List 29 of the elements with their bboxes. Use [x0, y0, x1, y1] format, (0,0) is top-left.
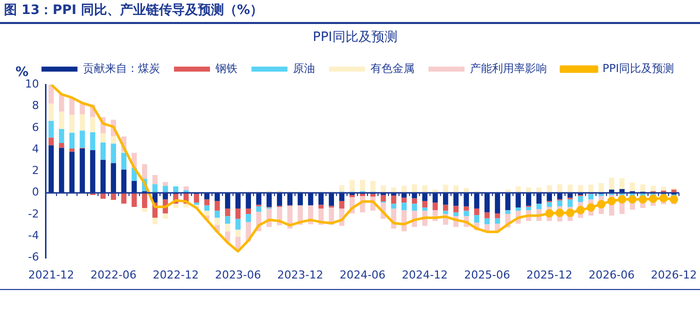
y-tick-label: 10	[24, 77, 39, 90]
x-tick-label: 2022-12	[152, 268, 199, 282]
chart-title: 图 13：PPI 同比、产业链传导及预测（%）	[0, 0, 700, 24]
y-axis-title: %	[15, 64, 29, 80]
x-tick-label: 2025-06	[464, 268, 510, 282]
x-tick-label: 2024-06	[340, 268, 386, 282]
x-tick-label: 2024-12	[402, 268, 448, 282]
x-tick-label: 2023-12	[277, 268, 324, 282]
legend-label: 原油	[292, 62, 315, 75]
legend-label: 有色金属	[370, 62, 414, 75]
legend-label: PPI同比及预测	[602, 62, 674, 75]
y-tick-label: -6	[28, 250, 39, 264]
x-tick-label: 2026-06	[588, 268, 635, 282]
y-tick-label: -4	[28, 229, 39, 242]
legend-label: 产能利用率影响	[470, 62, 547, 75]
y-tick-label: 8	[32, 99, 39, 112]
y-tick-label: 4	[32, 142, 39, 156]
y-tick-label: 2	[32, 164, 39, 178]
legend-label: 钢铁	[214, 62, 238, 75]
legend-label: 贡献来自：煤炭	[82, 62, 160, 75]
x-tick-label: 2023-06	[215, 268, 261, 282]
chart-subtitle: PPI同比及预测	[312, 30, 398, 46]
y-tick-label: -2	[28, 207, 39, 220]
y-tick-label: 0	[32, 186, 39, 199]
y-tick-label: 6	[32, 120, 39, 134]
x-tick-label: 2021-12	[28, 268, 74, 282]
x-tick-label: 2022-06	[90, 268, 136, 282]
x-tick-label: 2025-12	[526, 268, 572, 282]
x-tick-label: 2026-12	[650, 268, 697, 282]
